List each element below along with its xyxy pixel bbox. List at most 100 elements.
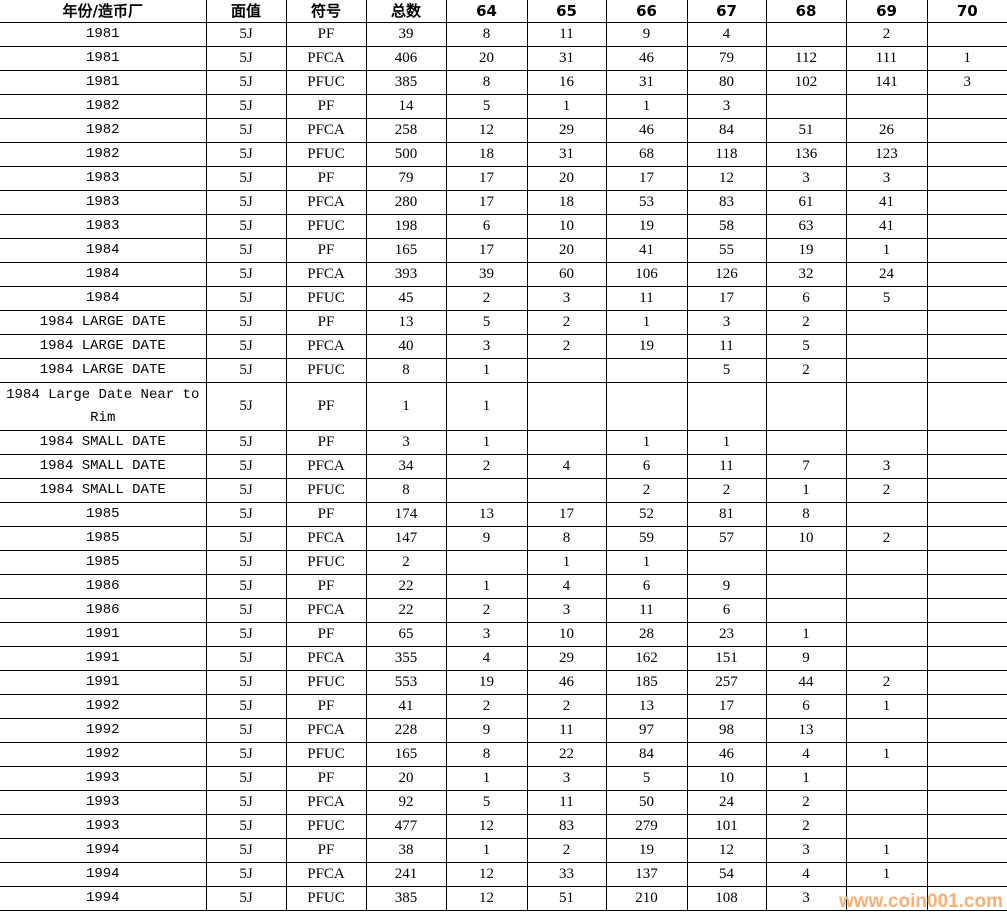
cell-grade-70 xyxy=(926,694,1007,719)
cell-grade-68: 4 xyxy=(765,742,847,767)
cell-grade-70 xyxy=(926,526,1007,551)
cell-grade-65: 11 xyxy=(526,718,607,743)
cell-grade-65: 4 xyxy=(526,574,607,599)
cell-grade-69 xyxy=(845,622,928,647)
cell-denomination: 5J xyxy=(205,598,287,623)
cell-designation: PF xyxy=(285,766,367,791)
cell-grade-64: 1 xyxy=(445,574,528,599)
cell-grade-66: 5 xyxy=(605,766,688,791)
cell-grade-65: 1 xyxy=(526,94,607,119)
cell-designation: PFUC xyxy=(285,886,367,911)
table-row: 1984 5J PFUC 45 2 3 11 17 6 5 xyxy=(0,286,1007,311)
cell-grade-67: 9 xyxy=(686,574,767,599)
cell-grade-69: 5 xyxy=(845,286,928,311)
cell-grade-68: 2 xyxy=(765,814,847,839)
cell-grade-65: 11 xyxy=(526,22,607,47)
cell-grade-69 xyxy=(845,94,928,119)
cell-grade-65 xyxy=(526,358,607,383)
cell-grade-66: 162 xyxy=(605,646,688,671)
cell-denomination: 5J xyxy=(205,502,287,527)
cell-total: 38 xyxy=(365,838,447,863)
cell-grade-69: 2 xyxy=(845,22,928,47)
cell-grade-69 xyxy=(845,790,928,815)
table-row: 1986 5J PF 22 1 4 6 9 xyxy=(0,574,1007,599)
cell-grade-67: 58 xyxy=(686,214,767,239)
cell-grade-66: 1 xyxy=(605,94,688,119)
cell-grade-66: 1 xyxy=(605,550,688,575)
cell-grade-68: 4 xyxy=(765,862,847,887)
cell-grade-70 xyxy=(926,622,1007,647)
cell-grade-64: 1 xyxy=(445,838,528,863)
table-row: 1981 5J PFUC 385 8 16 31 80 102 141 3 xyxy=(0,70,1007,95)
cell-designation: PFCA xyxy=(285,262,367,287)
column-header-total: 总数 xyxy=(365,0,447,23)
cell-grade-68: 7 xyxy=(765,454,847,479)
cell-total: 174 xyxy=(365,502,447,527)
cell-designation: PFCA xyxy=(285,862,367,887)
cell-grade-69: 2 xyxy=(845,670,928,695)
cell-total: 280 xyxy=(365,190,447,215)
cell-year-mint: 1984 LARGE DATE xyxy=(0,334,207,359)
cell-grade-70 xyxy=(926,742,1007,767)
cell-denomination: 5J xyxy=(205,478,287,503)
cell-grade-68: 2 xyxy=(765,790,847,815)
column-header-grade-70: 70 xyxy=(926,0,1007,23)
cell-grade-65: 22 xyxy=(526,742,607,767)
cell-total: 40 xyxy=(365,334,447,359)
cell-grade-67: 54 xyxy=(686,862,767,887)
cell-grade-67: 80 xyxy=(686,70,767,95)
cell-designation: PF xyxy=(285,94,367,119)
cell-total: 228 xyxy=(365,718,447,743)
cell-grade-66: 6 xyxy=(605,574,688,599)
cell-grade-69 xyxy=(845,502,928,527)
cell-grade-69 xyxy=(845,382,928,431)
cell-year-mint: 1993 xyxy=(0,766,207,791)
cell-grade-65 xyxy=(526,382,607,431)
cell-year-mint: 1992 xyxy=(0,718,207,743)
cell-grade-66: 41 xyxy=(605,238,688,263)
cell-denomination: 5J xyxy=(205,526,287,551)
cell-grade-67: 1 xyxy=(686,430,767,455)
cell-grade-69 xyxy=(845,574,928,599)
cell-year-mint: 1984 SMALL DATE xyxy=(0,454,207,479)
cell-denomination: 5J xyxy=(205,142,287,167)
cell-grade-64: 2 xyxy=(445,598,528,623)
cell-denomination: 5J xyxy=(205,550,287,575)
cell-grade-66: 17 xyxy=(605,166,688,191)
cell-grade-64 xyxy=(445,550,528,575)
cell-grade-67: 11 xyxy=(686,334,767,359)
cell-grade-69 xyxy=(845,358,928,383)
cell-grade-70 xyxy=(926,862,1007,887)
table-row: 1981 5J PFCA 406 20 31 46 79 112 111 1 xyxy=(0,46,1007,71)
cell-year-mint: 1986 xyxy=(0,598,207,623)
table-row: 1984 Large Date Near to Rim 5J PF 1 1 xyxy=(0,382,1007,431)
cell-grade-69: 41 xyxy=(845,190,928,215)
cell-grade-67: 12 xyxy=(686,838,767,863)
cell-total: 406 xyxy=(365,46,447,71)
cell-year-mint: 1982 xyxy=(0,142,207,167)
cell-grade-67: 11 xyxy=(686,454,767,479)
cell-total: 79 xyxy=(365,166,447,191)
table-row: 1994 5J PFUC 385 12 51 210 108 3 xyxy=(0,886,1007,911)
cell-grade-67: 12 xyxy=(686,166,767,191)
cell-grade-66: 84 xyxy=(605,742,688,767)
table-row: 1984 SMALL DATE 5J PF 3 1 1 1 xyxy=(0,430,1007,455)
cell-denomination: 5J xyxy=(205,622,287,647)
cell-grade-67: 23 xyxy=(686,622,767,647)
cell-grade-66: 11 xyxy=(605,286,688,311)
cell-grade-65: 4 xyxy=(526,454,607,479)
cell-grade-66: 9 xyxy=(605,22,688,47)
cell-grade-70 xyxy=(926,22,1007,47)
cell-grade-65: 8 xyxy=(526,526,607,551)
cell-grade-66: 97 xyxy=(605,718,688,743)
table-row: 1992 5J PF 41 2 2 13 17 6 1 xyxy=(0,694,1007,719)
cell-grade-67: 84 xyxy=(686,118,767,143)
cell-grade-65: 3 xyxy=(526,286,607,311)
cell-total: 385 xyxy=(365,70,447,95)
cell-denomination: 5J xyxy=(205,838,287,863)
cell-grade-67: 3 xyxy=(686,94,767,119)
cell-total: 3 xyxy=(365,430,447,455)
cell-designation: PF xyxy=(285,574,367,599)
cell-grade-69: 141 xyxy=(845,70,928,95)
cell-grade-65: 11 xyxy=(526,790,607,815)
